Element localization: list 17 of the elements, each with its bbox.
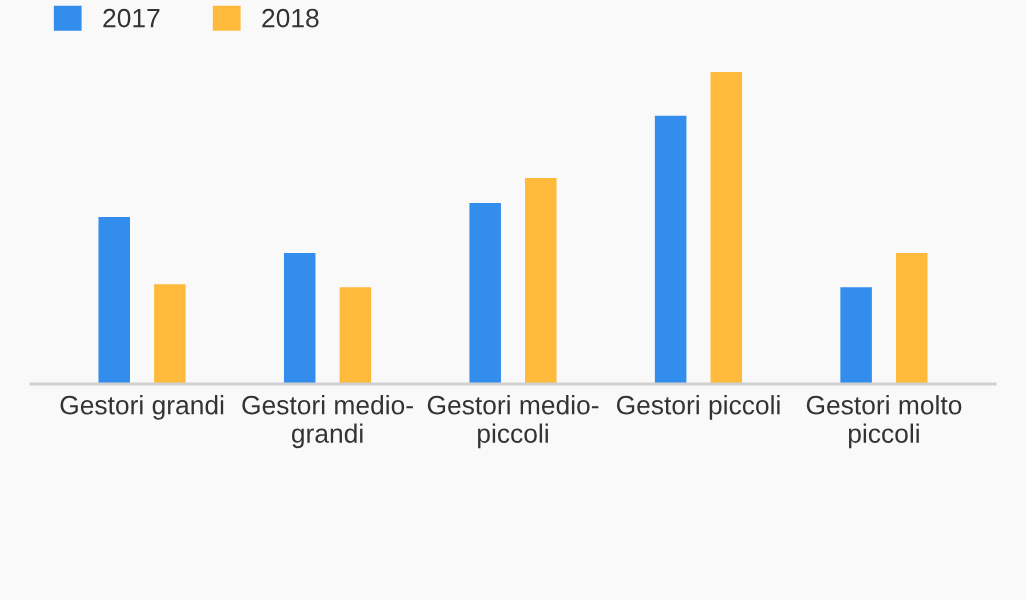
legend-label: 2018: [262, 8, 319, 28]
bar: [710, 72, 743, 384]
bar: [98, 217, 131, 384]
bar: [283, 252, 316, 384]
bar: [895, 252, 928, 384]
x-tick-label: Gestori molto piccoli: [806, 395, 962, 449]
bar: [525, 178, 557, 384]
legend-label: 2017: [103, 8, 160, 28]
bar: [840, 287, 872, 384]
x-tick-label: Gestori grandi: [60, 395, 224, 420]
x-tick-label: Gestori medio- grandi: [242, 395, 413, 449]
bar: [654, 115, 687, 384]
x-tick-label: Gestori piccoli: [616, 395, 780, 420]
bar: [469, 203, 501, 384]
x-tick-label: Gestori medio- piccoli: [427, 395, 599, 449]
bar: [154, 284, 186, 384]
bar: [339, 287, 372, 384]
